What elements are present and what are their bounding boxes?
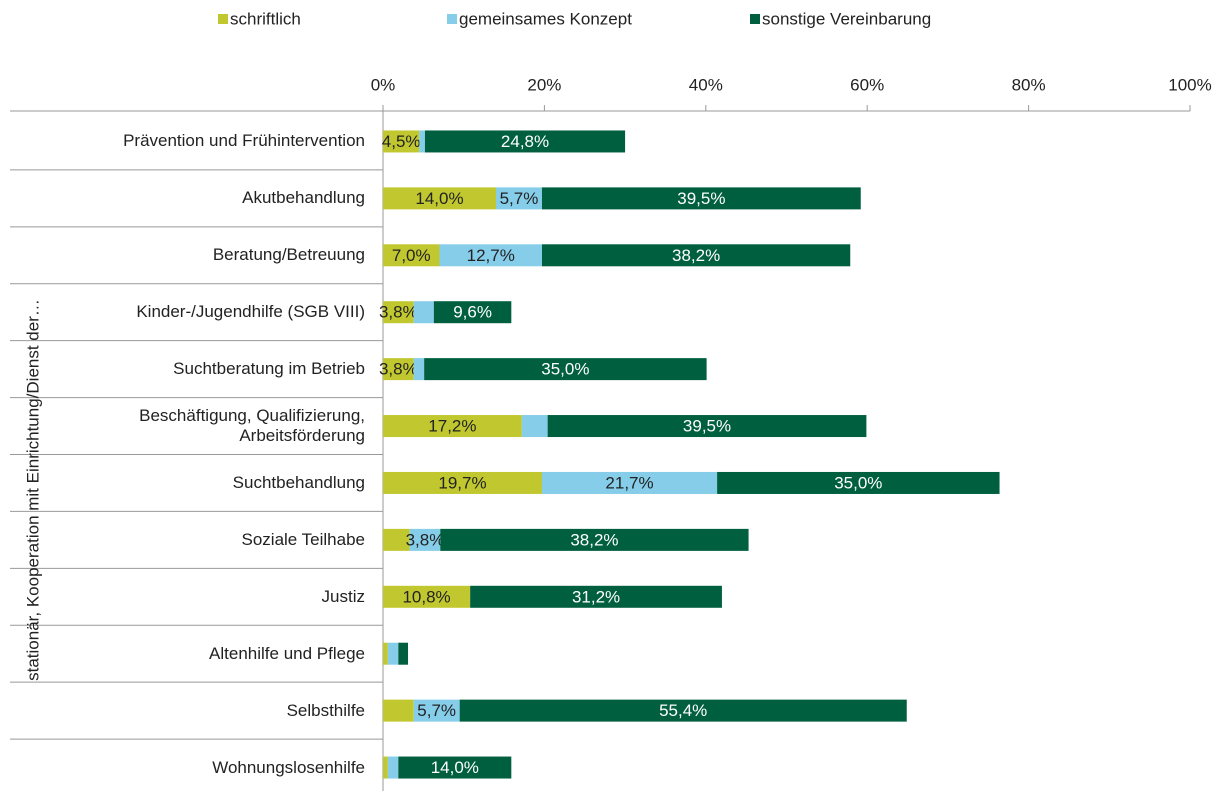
value-label: 35,0% [541, 360, 589, 379]
bar-segment [424, 130, 626, 153]
value-label: 55,4% [659, 701, 707, 720]
value-label: 5,7% [500, 189, 539, 208]
legend-label: sonstige Vereinbarung [762, 9, 931, 28]
value-label: 31,2% [572, 587, 620, 606]
bar-segment [383, 528, 410, 551]
value-label: 9,6% [453, 303, 492, 322]
value-label: 38,2% [672, 246, 720, 265]
category-label: Akutbehandlung [242, 188, 365, 208]
bar-segment [387, 642, 399, 665]
category-label: Prävention und Frühintervention [123, 131, 365, 151]
value-label: 19,7% [438, 473, 486, 492]
legend-swatch [447, 14, 457, 24]
value-label: 14,0% [415, 189, 463, 208]
bar-segment [398, 756, 512, 779]
bar-segment [383, 699, 414, 722]
x-tick-label: 20% [527, 75, 561, 94]
category-label: Wohnungslosenhilfe [212, 757, 365, 777]
value-label: 17,2% [428, 417, 476, 436]
category-label: Altenhilfe und Pflege [209, 643, 365, 663]
bar-segment [383, 187, 496, 210]
value-label: 3,8% [379, 303, 418, 322]
value-label: 38,2% [570, 530, 618, 549]
bar-segment [459, 699, 907, 722]
bar-segment [717, 471, 1000, 494]
bar-segment [383, 358, 414, 381]
value-label: 21,7% [605, 473, 653, 492]
category-label: Kinder-/Jugendhilfe (SGB VIII) [136, 302, 365, 322]
bar-segment [387, 756, 399, 779]
legend-swatch [750, 14, 760, 24]
bar-segment [439, 244, 542, 267]
x-tick-label: 40% [689, 75, 723, 94]
legend-label: schriftlich [230, 9, 301, 28]
category-label: Justiz [321, 586, 365, 606]
bar-segment [495, 187, 542, 210]
bar-segment [383, 130, 420, 153]
legend-label: gemeinsames Konzept [459, 9, 632, 28]
bar-segment [470, 585, 722, 608]
bar-segment [413, 358, 425, 381]
category-label: Soziale Teilhabe [241, 529, 366, 549]
value-label: 39,5% [683, 417, 731, 436]
bar-segment [433, 301, 512, 324]
bar-segment [413, 301, 434, 324]
value-label: 3,8% [379, 360, 418, 379]
bar-segment [521, 415, 548, 438]
x-tick-label: 80% [1012, 75, 1046, 94]
bar-segment [409, 528, 441, 551]
legend-swatch [218, 14, 228, 24]
category-label: Selbsthilfe [286, 700, 365, 720]
value-label: 39,5% [677, 189, 725, 208]
bar-segment [541, 244, 851, 267]
value-label: 7,0% [392, 246, 431, 265]
x-tick-label: 60% [850, 75, 884, 94]
bar-segment [541, 187, 861, 210]
bar-segment [424, 358, 707, 381]
value-label: 24,8% [501, 132, 549, 151]
category-label: Beschäftigung, Qualifizierung, Arbeitsfö… [139, 406, 365, 446]
bar-segment [398, 642, 409, 665]
bar-segment [541, 471, 718, 494]
value-label: 10,8% [402, 587, 450, 606]
bar-segment [383, 585, 471, 608]
y-axis-title: stationär, Kooperation mit Einrichtung/D… [23, 299, 42, 681]
bar-segment [419, 130, 425, 153]
bar-segment [440, 528, 749, 551]
value-label: 12,7% [467, 246, 515, 265]
bar-segment [383, 471, 542, 494]
category-label: Beratung/Betreuung [212, 245, 365, 265]
bar-segment [383, 642, 388, 665]
value-label: 4,5% [382, 132, 421, 151]
category-label: Suchtbehandlung [232, 472, 365, 492]
bar-segment [383, 301, 414, 324]
x-tick-label: 0% [371, 75, 396, 94]
bar-segment [383, 756, 388, 779]
value-label: 14,0% [431, 758, 479, 777]
bar-segment [547, 415, 867, 438]
value-label: 3,8% [406, 530, 445, 549]
bar-segment [383, 415, 522, 438]
bar-segment [413, 699, 460, 722]
value-label: 5,7% [417, 701, 456, 720]
value-label: 35,0% [834, 473, 882, 492]
bar-segment [383, 244, 440, 267]
category-label: Suchtberatung im Betrieb [173, 359, 365, 379]
x-tick-label: 100% [1168, 75, 1211, 94]
